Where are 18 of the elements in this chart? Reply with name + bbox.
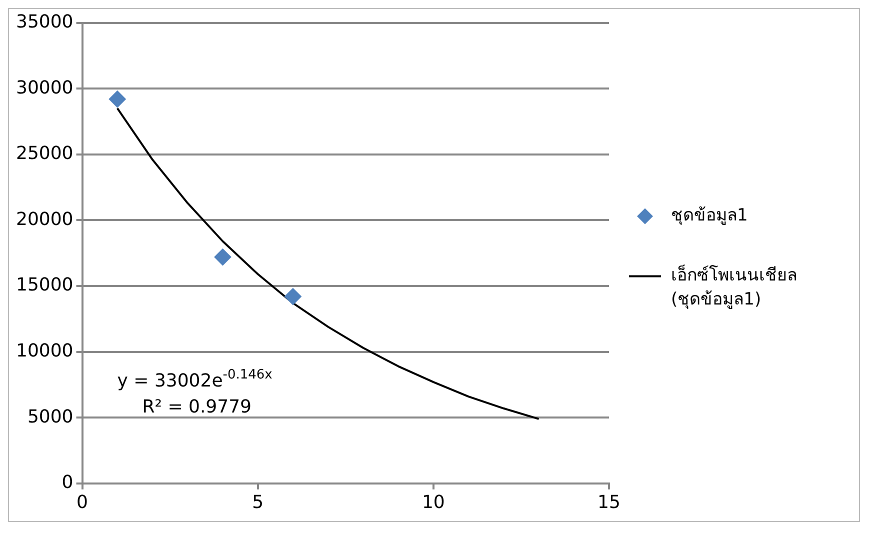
y-tick-label: 30000 — [16, 77, 74, 98]
y-tick-label: 15000 — [16, 274, 74, 296]
point — [284, 288, 302, 306]
point — [214, 248, 232, 266]
y-tick-label: 0 — [62, 472, 74, 494]
x-tick-label: 15 — [598, 492, 620, 513]
y-tick-label: 5000 — [27, 406, 74, 428]
x-tick-label: 5 — [252, 492, 264, 513]
y-tick-label: 20000 — [16, 208, 74, 230]
legend-label: เอ็กซ์โพเนนเชียล (ชุดข้อมูล1) — [671, 264, 797, 310]
x-tick-label: 10 — [422, 492, 445, 513]
legend-label: ชุดข้อมูล1 — [671, 206, 748, 226]
annotation: R² = 0.9779 — [142, 396, 252, 418]
y-tick-label: 35000 — [16, 11, 74, 32]
x-tick-label: 0 — [76, 492, 88, 513]
point — [108, 90, 126, 108]
y-tick-label: 10000 — [16, 340, 74, 362]
y-tick-label: 25000 — [16, 143, 74, 164]
